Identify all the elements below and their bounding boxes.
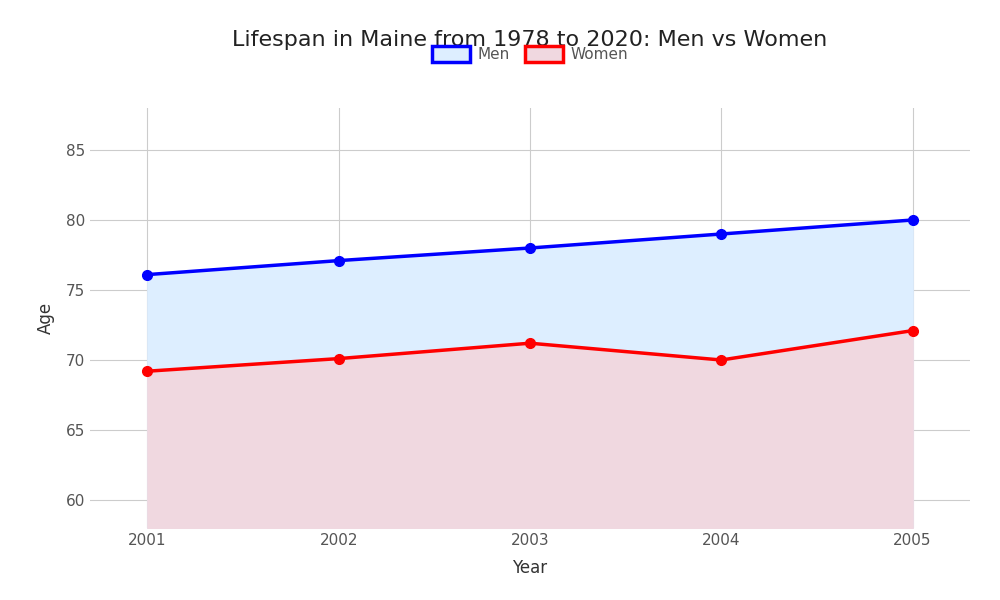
Title: Lifespan in Maine from 1978 to 2020: Men vs Women: Lifespan in Maine from 1978 to 2020: Men… bbox=[232, 29, 828, 49]
Legend: Men, Women: Men, Women bbox=[425, 40, 635, 68]
X-axis label: Year: Year bbox=[512, 559, 548, 577]
Y-axis label: Age: Age bbox=[37, 302, 55, 334]
